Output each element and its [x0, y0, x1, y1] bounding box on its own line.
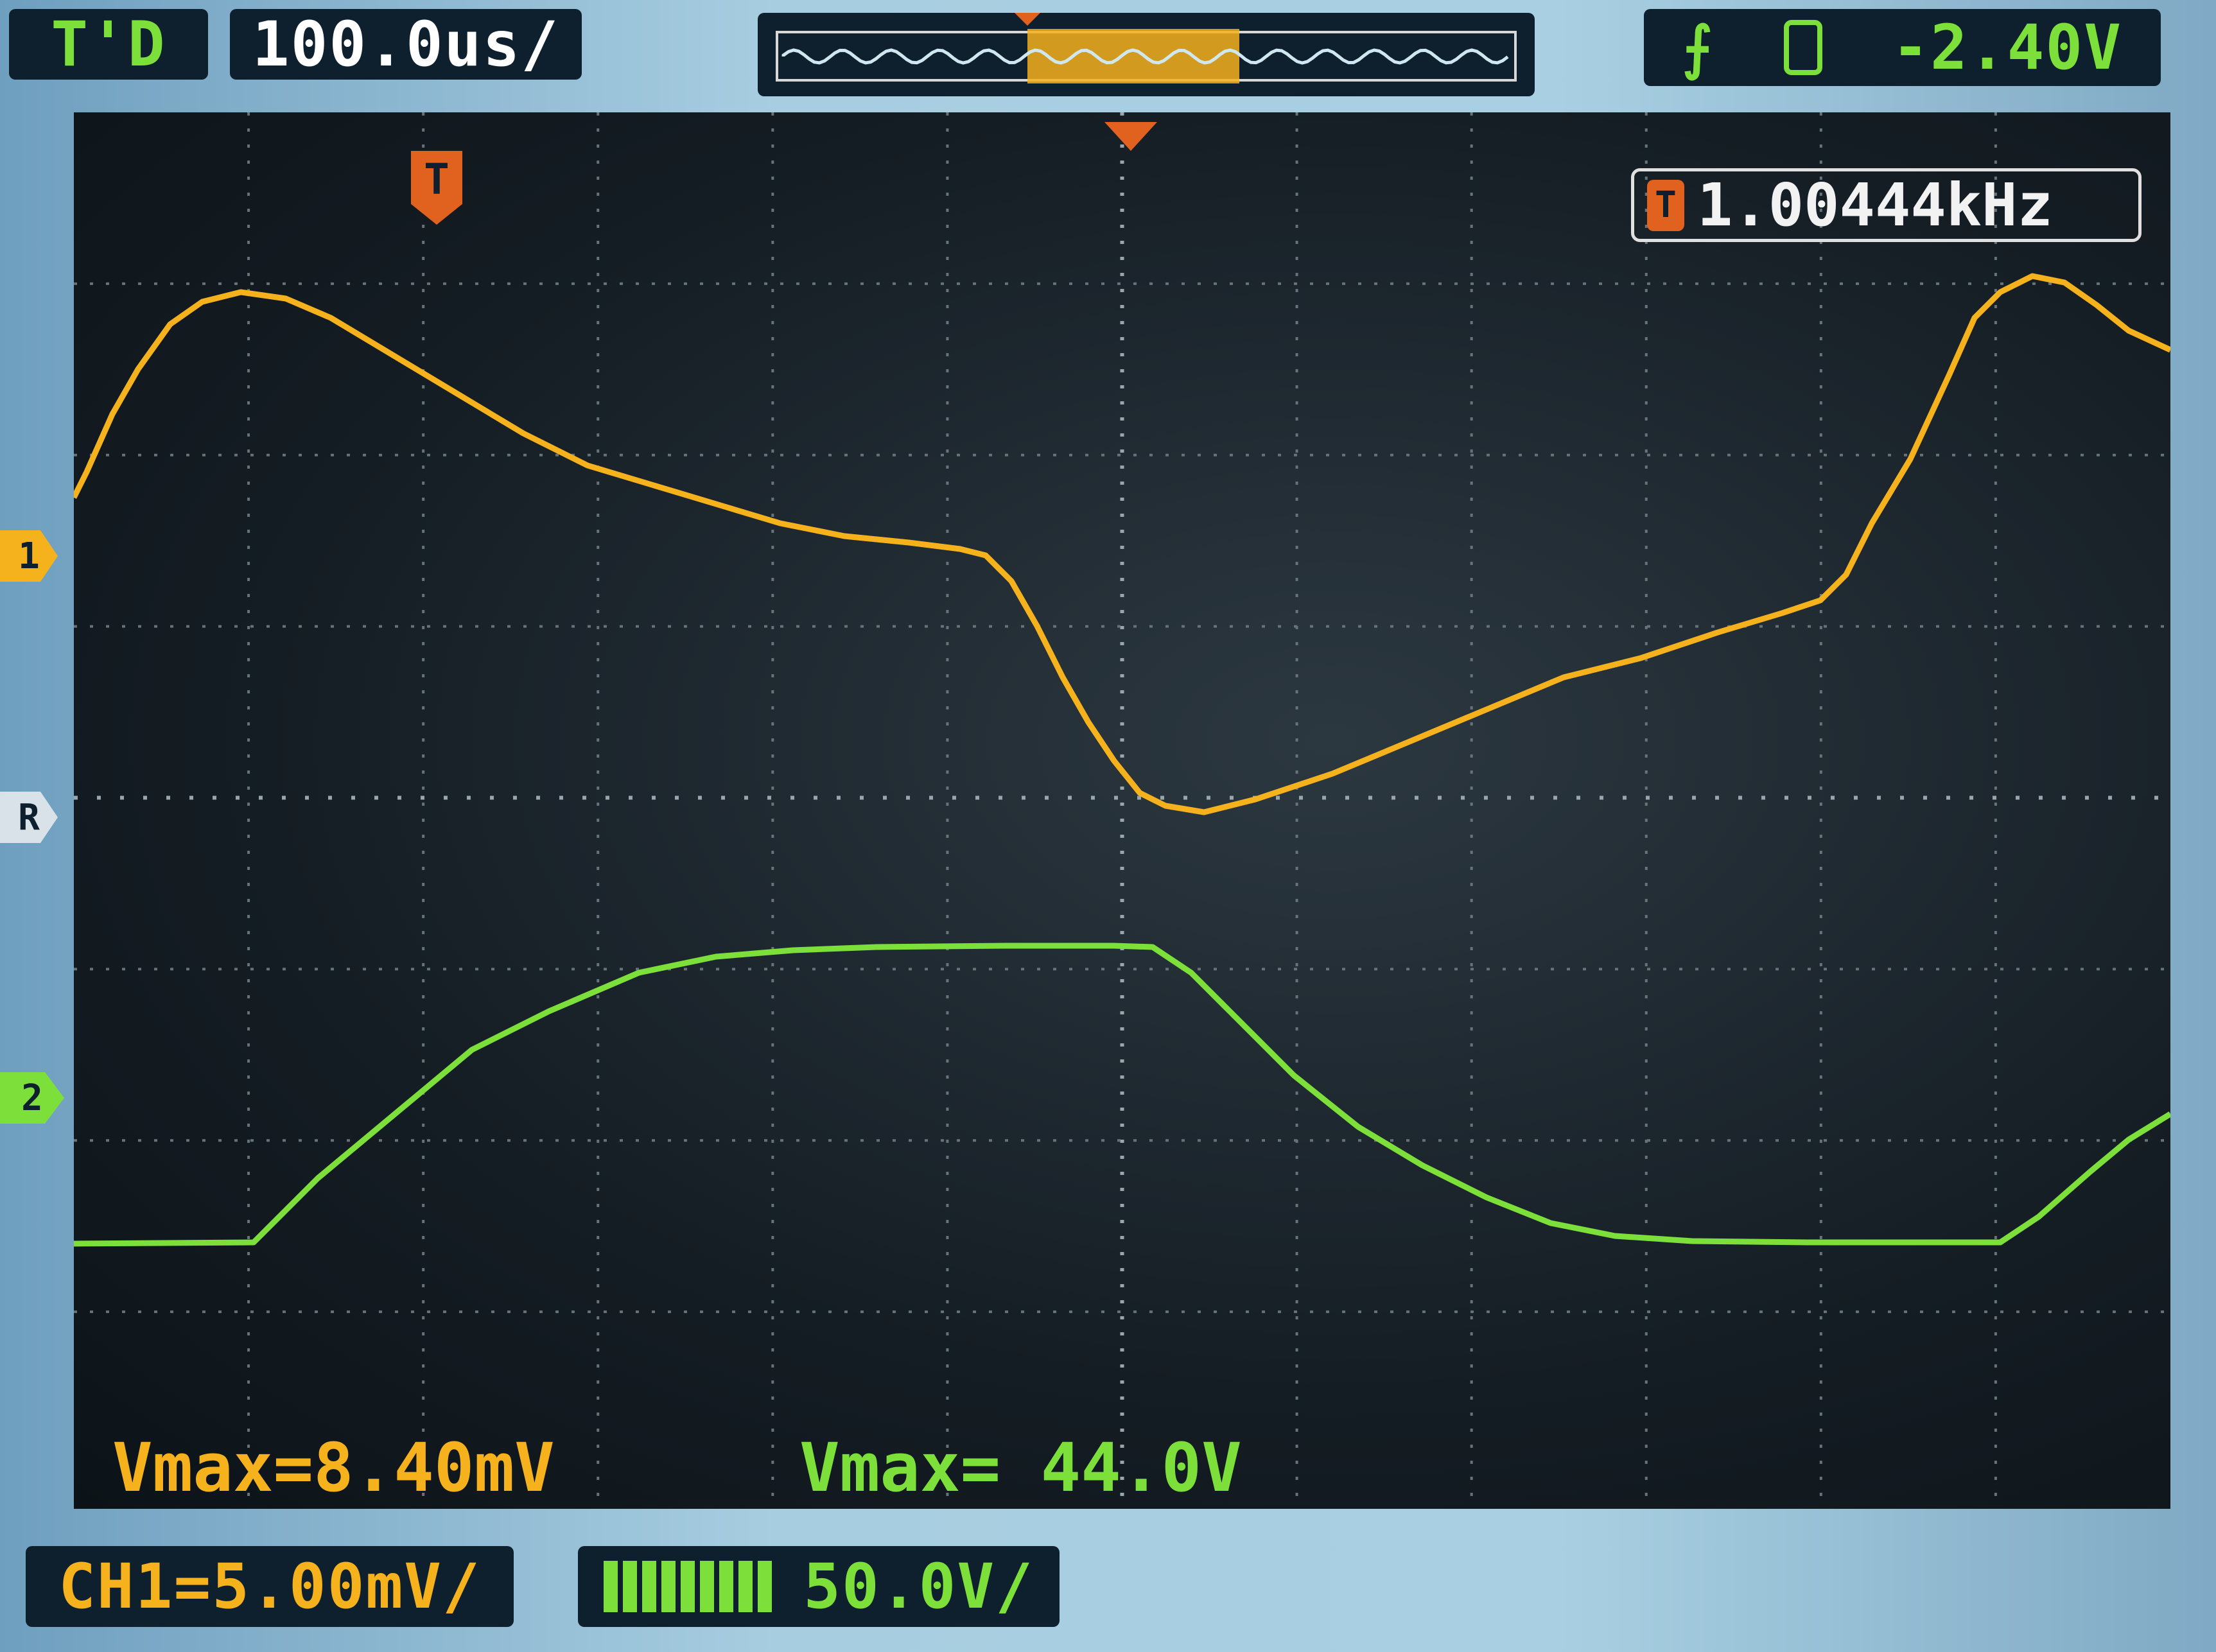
ch1-trace: [74, 273, 2170, 815]
waveform-display: [74, 112, 2170, 1509]
ch2-vmax-measurement: Vmax= 44.0V: [799, 1429, 1242, 1507]
trigger-status-box: T'D: [9, 8, 208, 80]
ch1-scale-label: CH1=5.00mV/: [58, 1551, 481, 1622]
trigger-edge-icon: ⨍: [1682, 13, 1714, 82]
ch1-scale-box[interactable]: CH1=5.00mV/: [26, 1546, 514, 1627]
trigger-status-label: T'D: [51, 8, 166, 80]
memory-trigger-marker: [1015, 13, 1040, 26]
waveform-canvas: [74, 112, 2170, 1509]
trigger-source-icon: [1783, 20, 1822, 75]
timebase-box[interactable]: 100.0us/: [230, 8, 582, 80]
ch2-offset-marker[interactable]: 2: [0, 1072, 64, 1124]
trigger-level-label: -2.40V: [1892, 12, 2122, 83]
memory-position-bar[interactable]: [758, 13, 1535, 96]
memory-waveform-preview: [776, 13, 1517, 83]
ch1-vmax-measurement: Vmax=8.40mV: [112, 1429, 555, 1507]
ch2-scale-label: 50.0V/: [803, 1551, 1034, 1622]
ch2-coupling-icon: [604, 1561, 777, 1612]
ch2-scale-box[interactable]: 50.0V/: [578, 1546, 1060, 1627]
memory-window-indicator: [1027, 29, 1239, 83]
frequency-counter: T 1.00444kHz: [1631, 168, 2142, 242]
graticule-grid: [74, 112, 2170, 1509]
frequency-trigger-icon: T: [1647, 179, 1684, 231]
trigger-settings-box[interactable]: ⨍ -2.40V: [1644, 9, 2161, 86]
ch2-trace: [74, 943, 2170, 1247]
frequency-value: 1.00444kHz: [1697, 171, 2053, 239]
timebase-label: 100.0us/: [252, 8, 560, 80]
